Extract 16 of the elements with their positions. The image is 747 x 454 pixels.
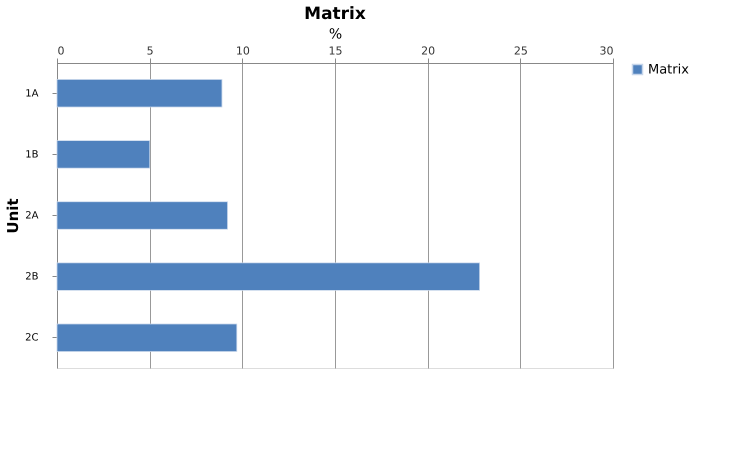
- y-axis-title: Unit: [4, 198, 22, 234]
- legend-label: Matrix: [648, 62, 690, 78]
- y-tick-label: 1B: [25, 149, 39, 160]
- x-axis-title: %: [328, 26, 342, 42]
- y-tick-label: 2B: [25, 272, 39, 283]
- x-tick-label: 20: [421, 44, 436, 58]
- x-tick-label: 15: [328, 44, 342, 58]
- y-tick-label: 1A: [25, 88, 39, 100]
- x-tick-label: 10: [236, 44, 250, 58]
- x-tick-label: 5: [146, 44, 154, 58]
- y-tick-label: 2C: [25, 332, 39, 344]
- x-tick-label: 25: [514, 44, 528, 58]
- x-tick-label: 0: [58, 44, 64, 58]
- x-tick-label: 30: [600, 44, 614, 58]
- y-tick-label: 2A: [25, 210, 39, 222]
- chart-title: Matrix: [304, 4, 366, 24]
